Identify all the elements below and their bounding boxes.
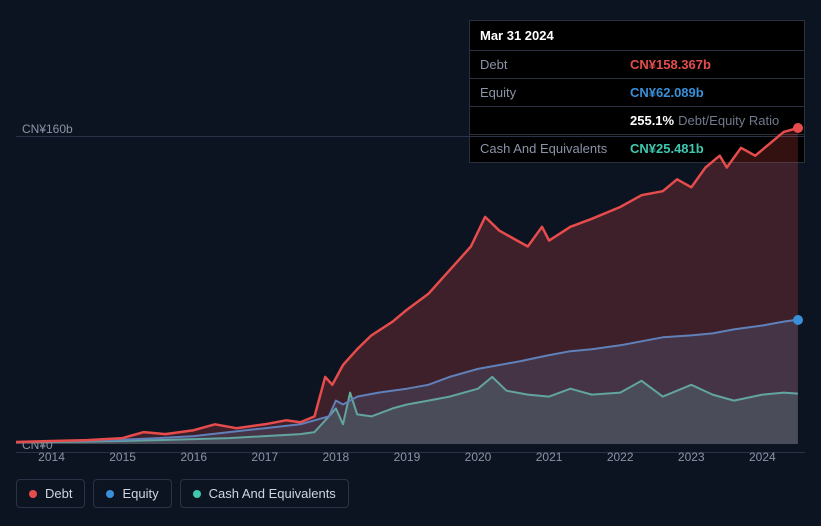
tooltip-row-value: CN¥62.089b — [630, 85, 704, 100]
x-axis-tick: 2020 — [465, 450, 492, 464]
legend-item-equity[interactable]: Equity — [93, 479, 171, 508]
chart-svg — [16, 128, 805, 444]
x-axis-tick: 2024 — [749, 450, 776, 464]
tooltip-row-value: CN¥158.367b — [630, 57, 711, 72]
series-marker — [793, 315, 803, 325]
tooltip-row-label: Debt — [480, 57, 630, 72]
legend-dot-icon — [193, 490, 201, 498]
x-axis-tick: 2022 — [607, 450, 634, 464]
series-marker — [793, 123, 803, 133]
tooltip-row-suffix: Debt/Equity Ratio — [678, 113, 779, 128]
legend-item-label: Cash And Equivalents — [209, 486, 336, 501]
x-axis-tick: 2019 — [394, 450, 421, 464]
x-axis-tick: 2014 — [38, 450, 65, 464]
legend-item-debt[interactable]: Debt — [16, 479, 85, 508]
tooltip-row-label: Equity — [480, 85, 630, 100]
legend-dot-icon — [29, 490, 37, 498]
legend: Debt Equity Cash And Equivalents — [16, 479, 349, 508]
tooltip-row-value: 255.1%Debt/Equity Ratio — [630, 113, 779, 128]
legend-item-label: Debt — [45, 486, 72, 501]
tooltip-row: DebtCN¥158.367b — [470, 51, 804, 79]
x-axis-tick: 2017 — [251, 450, 278, 464]
chart-area — [16, 128, 805, 444]
x-axis: 2014 2015 2016 2017 2018 2019 2020 2021 2022 2023… — [16, 448, 805, 468]
legend-item-cash-and-equivalents[interactable]: Cash And Equivalents — [180, 479, 349, 508]
x-axis-tick: 2023 — [678, 450, 705, 464]
tooltip-row-label — [480, 113, 630, 128]
x-axis-tick: 2015 — [109, 450, 136, 464]
legend-dot-icon — [106, 490, 114, 498]
x-axis-tick: 2016 — [180, 450, 207, 464]
x-axis-tick: 2018 — [323, 450, 350, 464]
legend-item-label: Equity — [122, 486, 158, 501]
series-area-debt — [16, 128, 798, 444]
x-axis-tick: 2021 — [536, 450, 563, 464]
tooltip-date: Mar 31 2024 — [470, 21, 804, 51]
tooltip-row: EquityCN¥62.089b — [470, 79, 804, 107]
